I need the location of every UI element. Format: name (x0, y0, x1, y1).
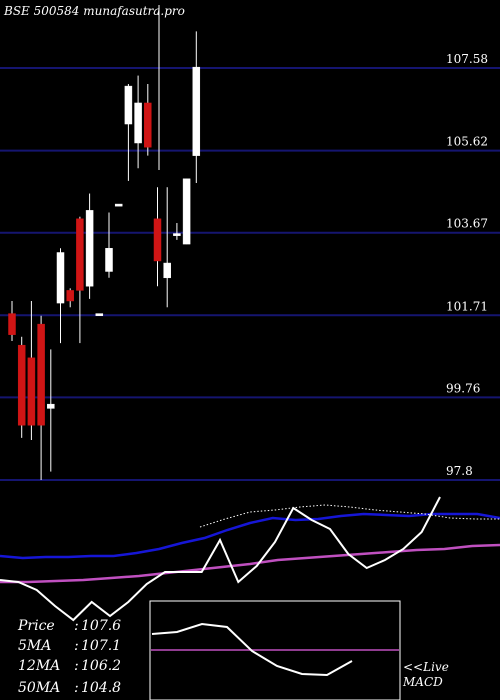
stat-price-colon: : (74, 618, 79, 634)
stat-50ma-colon: : (74, 680, 79, 696)
price-line (0, 496, 441, 622)
indicator-lines (0, 496, 500, 622)
candle-body (173, 233, 181, 236)
candle-body (124, 85, 133, 125)
price-gridlines (0, 67, 500, 481)
macd-inset-lines (151, 622, 399, 677)
stat-price-label: Price (17, 618, 55, 634)
candle-body (76, 218, 84, 291)
macd-line (151, 622, 353, 677)
candle-body (66, 290, 74, 302)
candle-body (163, 262, 171, 279)
stat-12ma-colon: : (74, 658, 79, 674)
ma-dotted-line (199, 504, 500, 528)
stat-5ma-colon: : (74, 638, 79, 654)
stat-50ma-value: 104.8 (81, 680, 121, 696)
candle-body (56, 252, 65, 304)
candlesticks (8, 31, 201, 480)
candle-body (105, 248, 113, 272)
stat-50ma-label: 50MA (18, 680, 60, 696)
candle-body (144, 102, 152, 148)
candle-body (27, 357, 36, 426)
stat-price-value: 107.6 (81, 618, 121, 634)
stat-5ma-value: 107.1 (81, 638, 121, 654)
tick-label: 99.76 (446, 381, 480, 395)
tick-label: 97.8 (446, 464, 473, 478)
stat-12ma-value: 106.2 (81, 658, 121, 674)
candle-body (153, 218, 162, 262)
chart-title: BSE 500584 munafasutra.pro (3, 4, 185, 18)
candle-body (37, 323, 45, 426)
candle-body (114, 203, 123, 207)
candle-body (85, 210, 94, 287)
macd-live-label: <<Live (403, 660, 449, 674)
price-tick-labels: 107.58 105.62 103.67 101.71 99.76 97.8 (446, 52, 488, 478)
candle-body (134, 102, 142, 144)
candle-body (182, 178, 191, 245)
macd-label: MACD (402, 675, 443, 689)
candle-body (17, 344, 26, 426)
tick-label: 103.67 (446, 217, 488, 231)
stat-12ma-label: 12MA (18, 658, 60, 674)
candle-body (8, 313, 16, 335)
tick-label: 101.71 (446, 299, 488, 313)
tick-label: 107.58 (446, 52, 488, 66)
candle-body (95, 313, 104, 316)
ma-50-line (0, 543, 500, 584)
candle-body (192, 66, 201, 156)
candle-body (47, 403, 55, 409)
stat-5ma-label: 5MA (18, 638, 51, 654)
tick-label: 105.62 (446, 135, 488, 149)
ma-12-line (0, 512, 500, 560)
